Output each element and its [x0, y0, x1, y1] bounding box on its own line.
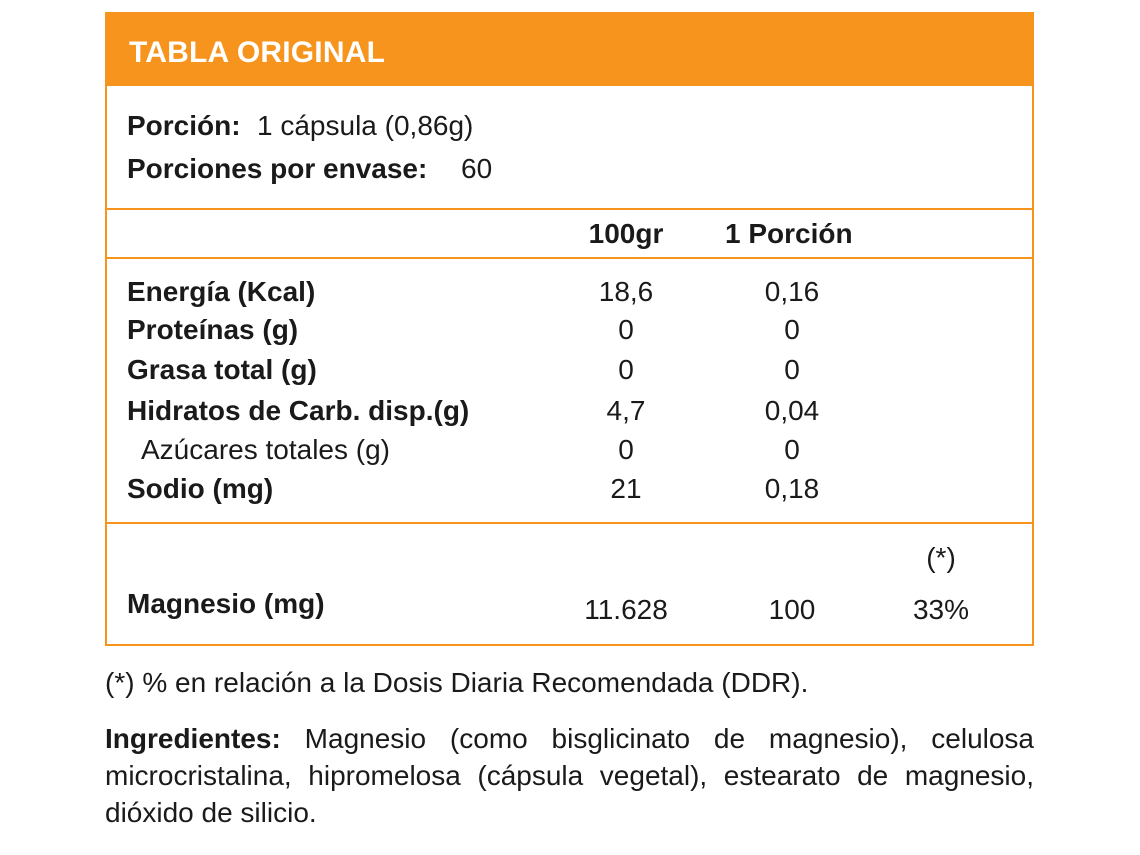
table-header: TABLA ORIGINAL — [107, 14, 1032, 86]
row-fat-100gr: 0 — [618, 354, 634, 385]
ingredients-label: Ingredientes: — [105, 723, 281, 754]
row-protein-label: Proteínas (g) — [127, 314, 299, 345]
table-title: TABLA ORIGINAL — [129, 36, 386, 69]
row-sodium-portion: 0,18 — [764, 473, 820, 504]
divider — [107, 257, 1032, 259]
portion-label: Porción: — [127, 110, 241, 141]
row-sodium-label: Sodio (mg) — [127, 473, 274, 504]
row-carbs-100gr: 4,7 — [606, 395, 646, 426]
ingredients: Ingredientes: Magnesio (como bisglicinat… — [105, 720, 1034, 831]
row-magnesium-label: Magnesio (mg) — [127, 588, 325, 619]
row-magnesium-ddr: 33% — [912, 594, 970, 625]
row-fat-label: Grasa total (g) — [127, 354, 317, 385]
ddr-footnote: (*) % en relación a la Dosis Diaria Reco… — [105, 667, 809, 698]
row-fat-portion: 0 — [784, 354, 800, 385]
portion-value: 1 cápsula (0,86g) — [257, 110, 474, 141]
row-energy-label: Energía (Kcal) — [127, 276, 316, 307]
ingredients-text: Magnesio (como bisglicinato de magnesio)… — [105, 723, 1035, 828]
column-header-100gr: 100gr — [588, 218, 664, 249]
per-container-label: Porciones por envase: — [127, 153, 428, 184]
row-protein-100gr: 0 — [618, 314, 634, 345]
row-sugars-100gr: 0 — [618, 434, 634, 465]
ddr-header: (*) — [926, 542, 956, 573]
column-header-portion: 1 Porción — [725, 218, 853, 249]
row-protein-portion: 0 — [784, 314, 800, 345]
row-carbs-portion: 0,04 — [764, 395, 820, 426]
divider — [107, 522, 1032, 524]
row-magnesium-100gr: 11.628 — [584, 594, 668, 625]
row-magnesium-portion: 100 — [768, 594, 816, 625]
row-sugars-portion: 0 — [784, 434, 800, 465]
row-energy-portion: 0,16 — [764, 276, 820, 307]
per-container-value: 60 — [461, 153, 493, 184]
nutrition-table: TABLA ORIGINAL Porción: 1 cápsula (0,86g… — [105, 12, 1034, 646]
divider — [107, 208, 1032, 210]
row-sugars-label: Azúcares totales (g) — [141, 434, 390, 465]
row-sodium-100gr: 21 — [610, 473, 642, 504]
row-energy-100gr: 18,6 — [598, 276, 654, 307]
row-carbs-label: Hidratos de Carb. disp.(g) — [127, 395, 470, 426]
